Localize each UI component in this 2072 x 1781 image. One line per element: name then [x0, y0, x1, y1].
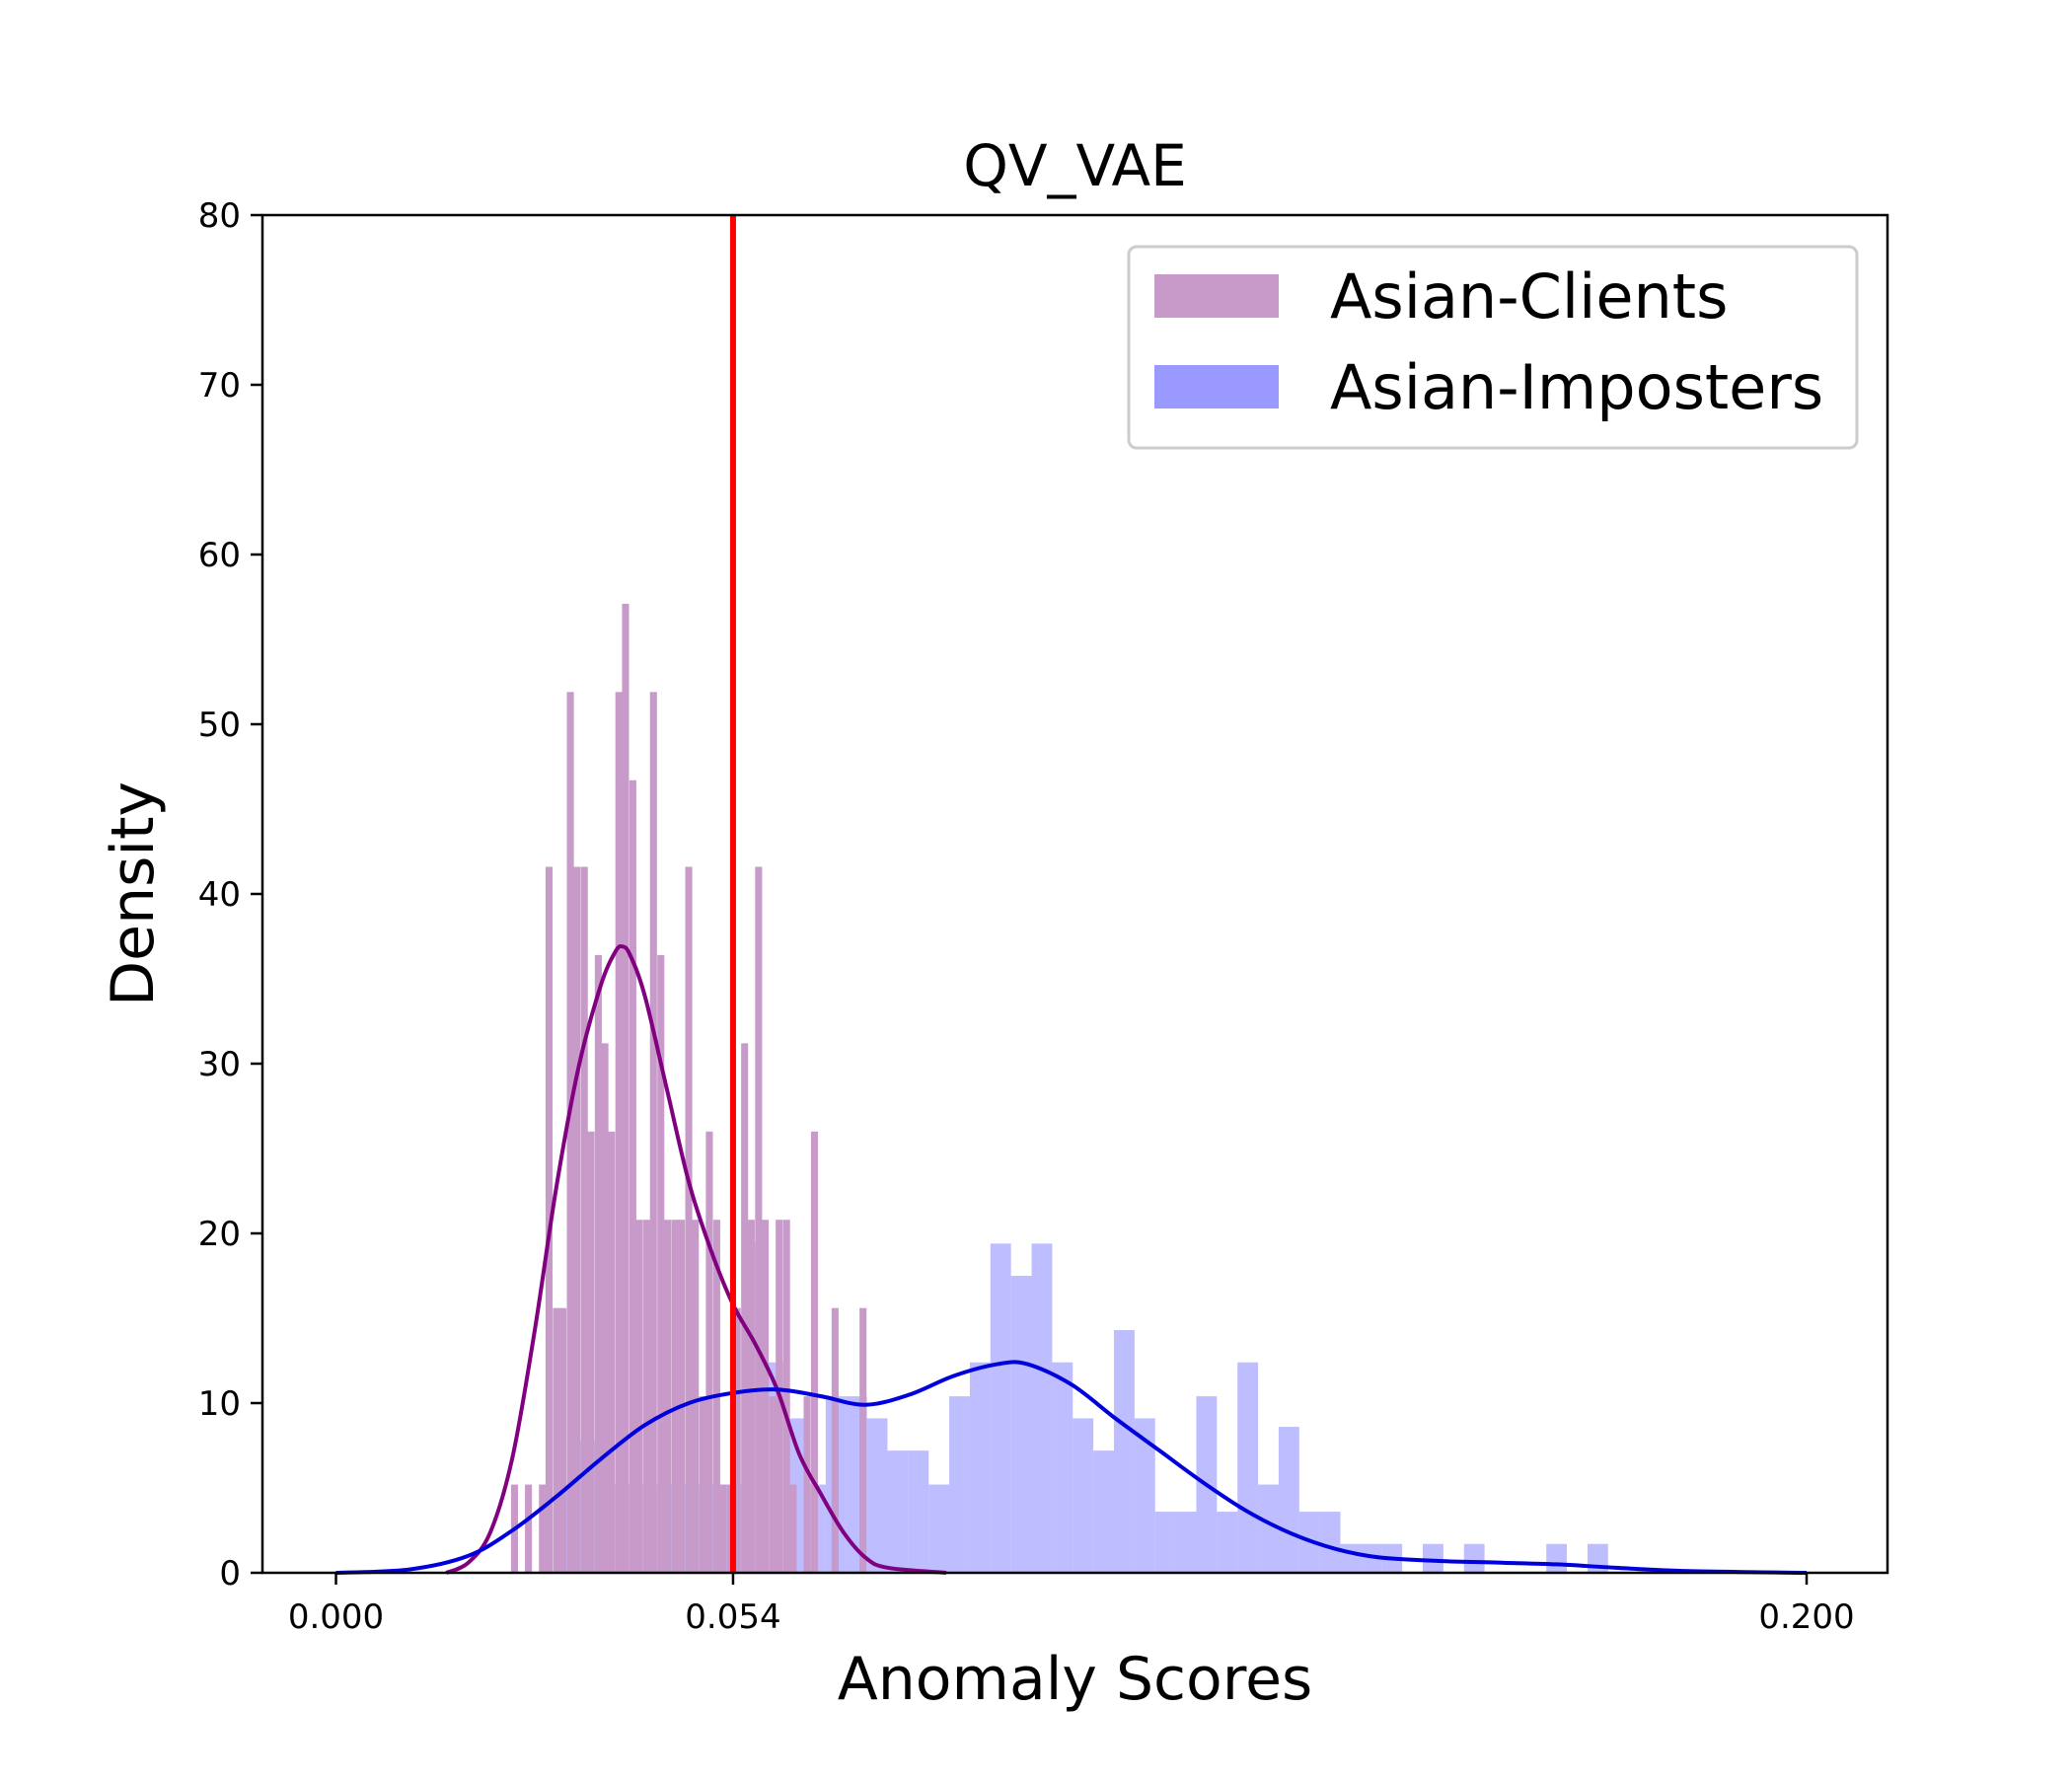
clients-histogram-bar — [573, 866, 581, 1573]
y-tick-label: 10 — [198, 1384, 241, 1424]
clients-histogram-bar — [594, 954, 602, 1573]
imposters-histogram-bar — [887, 1450, 909, 1573]
clients-histogram-bar — [559, 1307, 567, 1573]
clients-histogram-bar — [525, 1484, 533, 1573]
x-axis-ticks: 0.000 0.054 0.200 — [288, 1573, 1855, 1637]
clients-histogram-bar — [733, 1307, 741, 1573]
clients-histogram-bar — [810, 1131, 819, 1573]
clients-histogram-bar — [643, 1220, 651, 1573]
chart-legend: Asian-Clients Asian-Imposters — [1127, 245, 1859, 450]
imposters-histogram-bar — [1093, 1450, 1114, 1573]
y-tick-label: 50 — [198, 705, 241, 745]
clients-histogram-bar — [649, 692, 657, 1573]
imposters-histogram-bar — [1134, 1418, 1155, 1573]
clients-histogram-bar — [747, 1220, 755, 1573]
y-axis-title: Density — [99, 781, 168, 1006]
y-tick-label: 30 — [198, 1045, 241, 1084]
clients-histogram-bar — [622, 603, 629, 1573]
imposters-histogram-bar — [969, 1362, 991, 1573]
imposters-histogram-bar — [1278, 1427, 1299, 1573]
imposters-histogram-bar — [1217, 1512, 1238, 1573]
legend-swatch-imposters — [1154, 365, 1279, 408]
imposters-histogram-bar — [908, 1450, 929, 1573]
imposters-histogram-bar — [1175, 1512, 1197, 1573]
imposters-kde-curve — [335, 1360, 1808, 1575]
imposters-histogram-bar — [990, 1243, 1011, 1573]
clients-histogram-bar — [789, 1484, 797, 1573]
clients-histogram-bar — [803, 1396, 811, 1573]
clients-histogram-bar — [831, 1307, 839, 1573]
y-axis-ticks: 0 10 20 30 40 50 60 70 80 — [198, 196, 262, 1594]
y-tick-label: 60 — [198, 536, 241, 575]
legend-box — [1127, 245, 1859, 450]
x-axis-title: Anomaly Scores — [838, 1645, 1313, 1714]
clients-histogram-bar — [629, 779, 636, 1573]
x-tick-label: 0.000 — [288, 1597, 384, 1637]
clients-kde-curve — [445, 943, 947, 1575]
imposters-histogram-bar — [1361, 1543, 1382, 1573]
legend-swatch-clients — [1154, 274, 1279, 318]
imposters-histogram-bar — [866, 1418, 888, 1573]
clients-histogram-bar — [539, 1484, 547, 1573]
imposters-histogram-bar — [1073, 1418, 1094, 1573]
clients-histogram-bar — [635, 1220, 643, 1573]
clients-histogram-bar — [566, 692, 574, 1573]
y-tick-label: 70 — [198, 366, 241, 406]
clients-histogram-bar — [545, 866, 554, 1573]
imposters-histogram-bar — [1340, 1543, 1362, 1573]
imposters-histogram-bar — [1546, 1543, 1568, 1573]
clients-histogram-bar — [671, 1220, 679, 1573]
clients-histogram-bar — [782, 1220, 790, 1573]
x-tick-label: 0.054 — [685, 1597, 780, 1637]
clients-histogram-bar — [608, 1131, 616, 1573]
clients-histogram-bar — [719, 1484, 727, 1573]
clients-histogram-bar — [755, 866, 763, 1573]
y-tick-label: 20 — [198, 1215, 241, 1254]
clients-histogram-bars — [510, 603, 867, 1573]
clients-histogram-bar — [678, 1220, 686, 1573]
imposters-histogram-bar — [1154, 1512, 1176, 1573]
clients-histogram-bar — [741, 1043, 749, 1573]
imposters-histogram-bar — [1237, 1362, 1259, 1573]
clients-histogram-bar — [762, 1220, 770, 1573]
imposters-histogram-bar — [1010, 1276, 1032, 1573]
clients-histogram-bar — [692, 1220, 700, 1573]
legend-label-clients: Asian-Clients — [1330, 260, 1728, 333]
imposters-histogram-bar — [1319, 1512, 1341, 1573]
imposters-histogram-bar — [1052, 1362, 1073, 1573]
imposters-histogram-bar — [1258, 1484, 1279, 1573]
imposters-histogram-bar — [1423, 1543, 1443, 1573]
clients-histogram-bar — [615, 692, 623, 1573]
clients-histogram-bar — [587, 1131, 595, 1573]
y-tick-label: 40 — [198, 875, 241, 915]
clients-histogram-bar — [685, 866, 693, 1573]
clients-histogram-bar — [657, 954, 665, 1573]
clients-histogram-bar — [769, 1396, 777, 1573]
imposters-histogram-bar — [1113, 1330, 1135, 1573]
clients-histogram-bar — [859, 1307, 867, 1573]
chart-title: QV_VAE — [963, 132, 1187, 199]
imposters-histogram-bar — [949, 1396, 970, 1573]
legend-label-imposters: Asian-Imposters — [1330, 351, 1823, 423]
clients-histogram-bar — [663, 1220, 671, 1573]
clients-histogram-bar — [601, 1043, 609, 1573]
clients-histogram-bar — [580, 866, 588, 1573]
x-tick-label: 0.200 — [1758, 1597, 1854, 1637]
clients-histogram-bar — [705, 1131, 713, 1573]
y-tick-label: 80 — [198, 196, 241, 236]
y-tick-label: 0 — [219, 1554, 241, 1594]
imposters-histogram-bar — [1031, 1243, 1053, 1573]
clients-histogram-bar — [553, 1307, 560, 1573]
clients-histogram-bar — [699, 1396, 706, 1573]
imposters-histogram-bar — [928, 1484, 950, 1573]
imposters-histogram-bar — [1463, 1543, 1485, 1573]
